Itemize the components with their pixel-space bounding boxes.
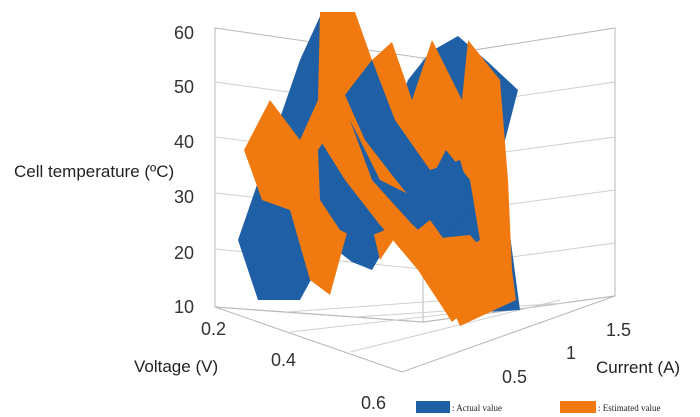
x-tick-label: 0.6 xyxy=(361,393,386,413)
z-tick-label: 10 xyxy=(174,297,194,317)
grid-line-floor-c2 xyxy=(349,299,561,353)
z-ticks: 60 50 40 30 20 10 xyxy=(174,23,194,317)
legend: : Actual value : Estimated value xyxy=(416,401,660,413)
legend-swatch-estimated xyxy=(560,401,596,413)
legend-swatch-actual xyxy=(416,401,450,413)
surface-patch-estimated-ridge xyxy=(385,220,512,300)
x-axis-title: Voltage (V) xyxy=(134,357,218,376)
z-axis-title: Cell temperature (ºC) xyxy=(14,162,174,181)
z-tick-label: 50 xyxy=(174,77,194,97)
z-tick-label: 20 xyxy=(174,243,194,263)
legend-label-actual: : Actual value xyxy=(452,403,502,413)
y-tick-label: 1 xyxy=(566,343,576,363)
z-tick-label: 40 xyxy=(174,132,194,152)
x-tick-label: 0.4 xyxy=(271,350,296,370)
x-ticks: 0.2 0.4 0.6 xyxy=(201,319,386,413)
surface-patch-estimated-front xyxy=(320,30,478,322)
surface xyxy=(238,12,520,326)
y-tick-label: 0.5 xyxy=(502,367,527,387)
floor xyxy=(214,295,616,373)
y-ticks: 0.5 1 1.5 xyxy=(502,320,631,387)
surface-patch-actual-ridge xyxy=(345,60,475,230)
z-tick-label: 60 xyxy=(174,23,194,43)
legend-label-estimated: : Estimated value xyxy=(598,403,660,413)
y-axis-title: Current (A) xyxy=(596,358,680,377)
x-tick-label: 0.2 xyxy=(201,319,226,339)
z-tick-label: 30 xyxy=(174,187,194,207)
y-tick-label: 1.5 xyxy=(606,320,631,340)
